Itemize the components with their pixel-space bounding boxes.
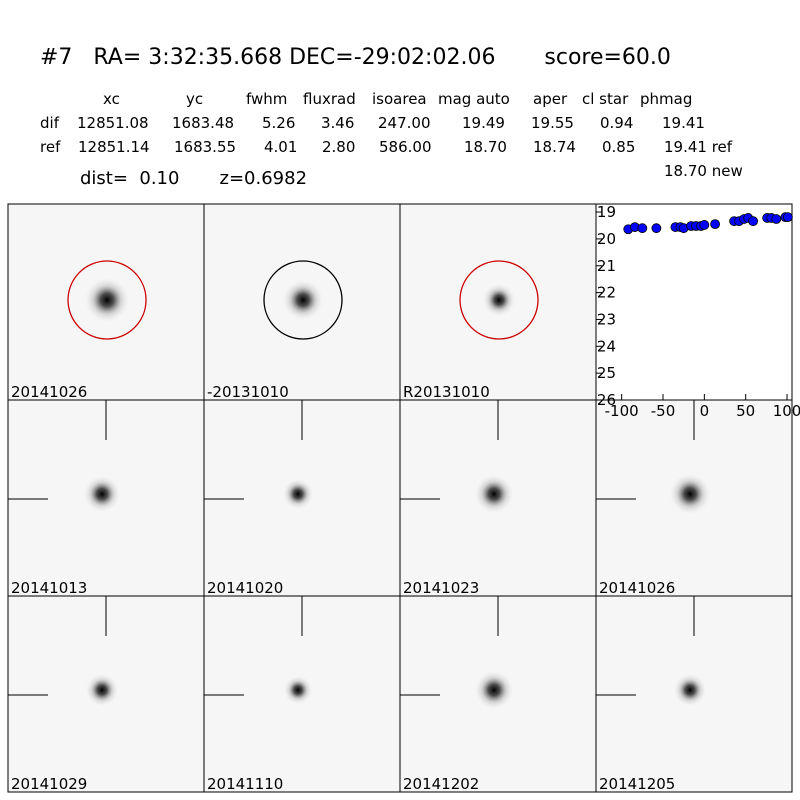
table-cell: 5.26 xyxy=(262,114,295,132)
panel-label: 20141023 xyxy=(403,579,479,597)
column-header: isoarea xyxy=(372,90,427,108)
table-cell: 0.94 xyxy=(600,114,633,132)
x-tick-label: 100 xyxy=(773,402,800,420)
table-cell: 12851.14 xyxy=(78,138,150,156)
source-blob xyxy=(84,476,120,512)
source-blob xyxy=(284,676,312,704)
table-cell: 18.70 xyxy=(464,138,507,156)
panel-label: -20131010 xyxy=(207,383,289,401)
source-blob xyxy=(85,278,129,322)
x-tick-label: -100 xyxy=(605,402,639,420)
title: #7 RA= 3:32:35.668 DEC=-29:02:02.06 scor… xyxy=(40,45,671,70)
aperture xyxy=(67,260,147,340)
table-cell: 19.49 xyxy=(462,114,505,132)
table-cell: 18.74 xyxy=(533,138,576,156)
table-cell: ref xyxy=(40,138,61,156)
panel-label: 20141026 xyxy=(599,579,675,597)
plot-area xyxy=(595,203,793,401)
table-cell: 247.00 xyxy=(378,114,431,132)
dist: dist= 0.10 z=0.6982 xyxy=(80,168,307,189)
y-tick-label: 26 xyxy=(597,391,616,409)
table-cell: 1683.48 xyxy=(172,114,234,132)
y-tick-label: 19 xyxy=(597,203,616,221)
y-tick-label: 25 xyxy=(597,364,616,382)
y-tick-label: 22 xyxy=(597,284,616,302)
point xyxy=(651,223,662,234)
panel-label: 20141020 xyxy=(207,579,283,597)
table-cell: dif xyxy=(40,114,60,132)
column-header: fluxrad xyxy=(303,90,356,108)
column-header: mag auto xyxy=(438,90,510,108)
panel-label: 20141205 xyxy=(599,775,675,793)
source-blob xyxy=(283,479,313,509)
source-blob xyxy=(86,674,118,706)
source-blob xyxy=(670,474,710,514)
point xyxy=(771,214,782,224)
source-blob xyxy=(674,674,706,706)
point xyxy=(782,212,793,223)
y-tick-label: 23 xyxy=(597,310,616,328)
table-cell: 586.00 xyxy=(379,138,432,156)
extra: 18.70 new xyxy=(664,162,743,180)
point xyxy=(699,220,710,230)
aperture xyxy=(459,260,539,340)
panel-label: 20141110 xyxy=(207,775,283,793)
table-cell: 19.41 xyxy=(662,114,705,132)
table-cell: 19.41 ref xyxy=(664,138,733,156)
table-cell: 4.01 xyxy=(264,138,297,156)
panel-label: R20131010 xyxy=(403,383,490,401)
column-header: yc xyxy=(186,90,203,108)
x-tick-label: -50 xyxy=(651,402,676,420)
source-blob xyxy=(475,475,513,513)
panel-label: 20141013 xyxy=(11,579,87,597)
y-tick-label: 20 xyxy=(597,230,616,248)
y-tick-label: 24 xyxy=(597,337,616,355)
point xyxy=(710,219,720,230)
column-header: xc xyxy=(103,90,120,108)
table-cell: 3.46 xyxy=(321,114,354,132)
panel-label: 20141026 xyxy=(11,383,87,401)
table-cell: 12851.08 xyxy=(77,114,149,132)
table-cell: 2.80 xyxy=(322,138,355,156)
aperture xyxy=(263,260,343,340)
panel-label: 20141202 xyxy=(403,775,479,793)
panel-label: 20141029 xyxy=(11,775,87,793)
source-blob xyxy=(283,280,323,320)
column-header: aper xyxy=(533,90,568,108)
table-cell: 1683.55 xyxy=(174,138,236,156)
y-tick-label: 21 xyxy=(597,257,616,275)
table-cell: 0.85 xyxy=(602,138,635,156)
x-tick-label: 0 xyxy=(700,402,710,420)
point xyxy=(748,216,759,227)
column-header: cl star xyxy=(582,90,629,108)
source-blob xyxy=(483,284,515,316)
source-blob xyxy=(475,671,513,709)
column-header: fwhm xyxy=(246,90,287,108)
column-header: phmag xyxy=(640,90,692,108)
x-tick-label: 50 xyxy=(736,402,755,420)
point xyxy=(637,223,648,234)
table-cell: 19.55 xyxy=(531,114,574,132)
